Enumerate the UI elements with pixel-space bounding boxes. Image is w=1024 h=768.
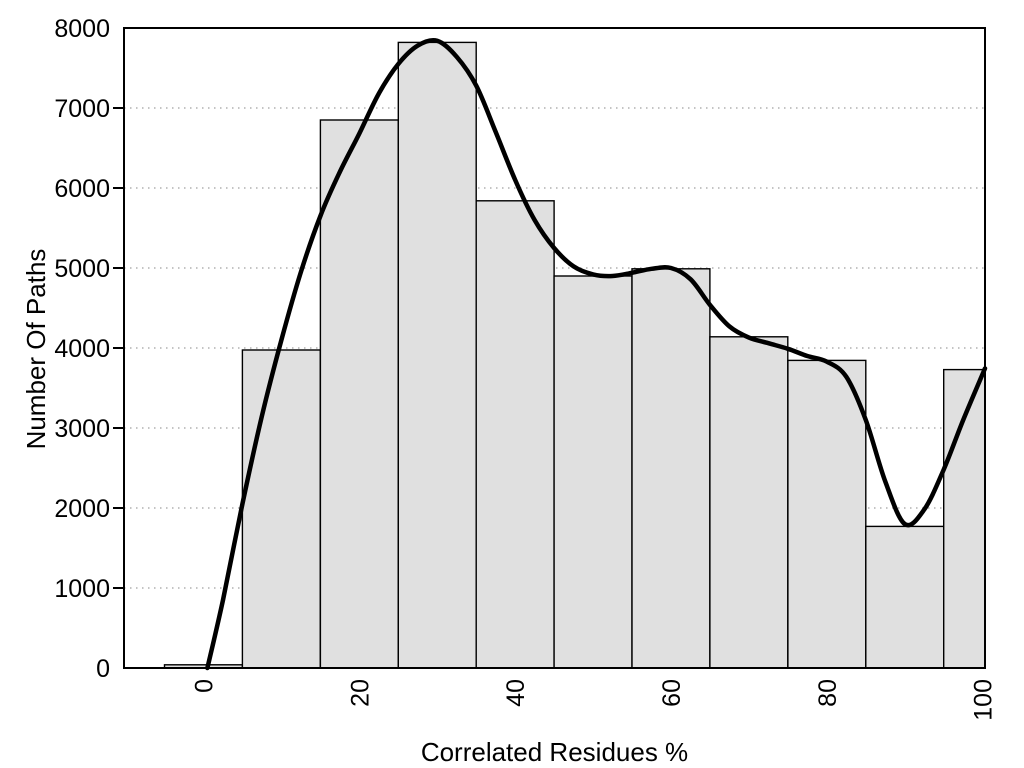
x-tick-label: 80 [814, 679, 842, 707]
y-tick-label: 3000 [54, 415, 110, 443]
x-tick-label: 40 [502, 679, 530, 707]
y-tick-label: 0 [96, 655, 110, 683]
histogram-bar [241, 349, 321, 669]
histogram-bar [475, 200, 555, 669]
y-tick-label: 1000 [54, 575, 110, 603]
density-curve [205, 37, 988, 671]
histogram-bar [553, 275, 633, 669]
y-tick-label: 7000 [54, 95, 110, 123]
x-tick-label: 100 [970, 679, 998, 721]
histogram-bar [787, 359, 867, 669]
y-axis-title: Number Of Paths [21, 248, 51, 450]
y-tick-label: 4000 [54, 335, 110, 363]
histogram-bar [865, 525, 945, 669]
y-tick-label: 2000 [54, 495, 110, 523]
y-tick-label: 6000 [54, 175, 110, 203]
x-tick-label: 0 [191, 679, 219, 693]
y-tick-label: 8000 [54, 15, 110, 43]
histogram-bar [631, 268, 711, 669]
x-axis-title: Correlated Residues % [420, 737, 689, 767]
histogram-bar [319, 119, 399, 669]
x-tick-label: 20 [346, 679, 374, 707]
x-tick-label: 60 [658, 679, 686, 707]
histogram-bar [397, 41, 477, 669]
histogram-bar [709, 336, 789, 669]
y-tick-label: 5000 [54, 255, 110, 283]
